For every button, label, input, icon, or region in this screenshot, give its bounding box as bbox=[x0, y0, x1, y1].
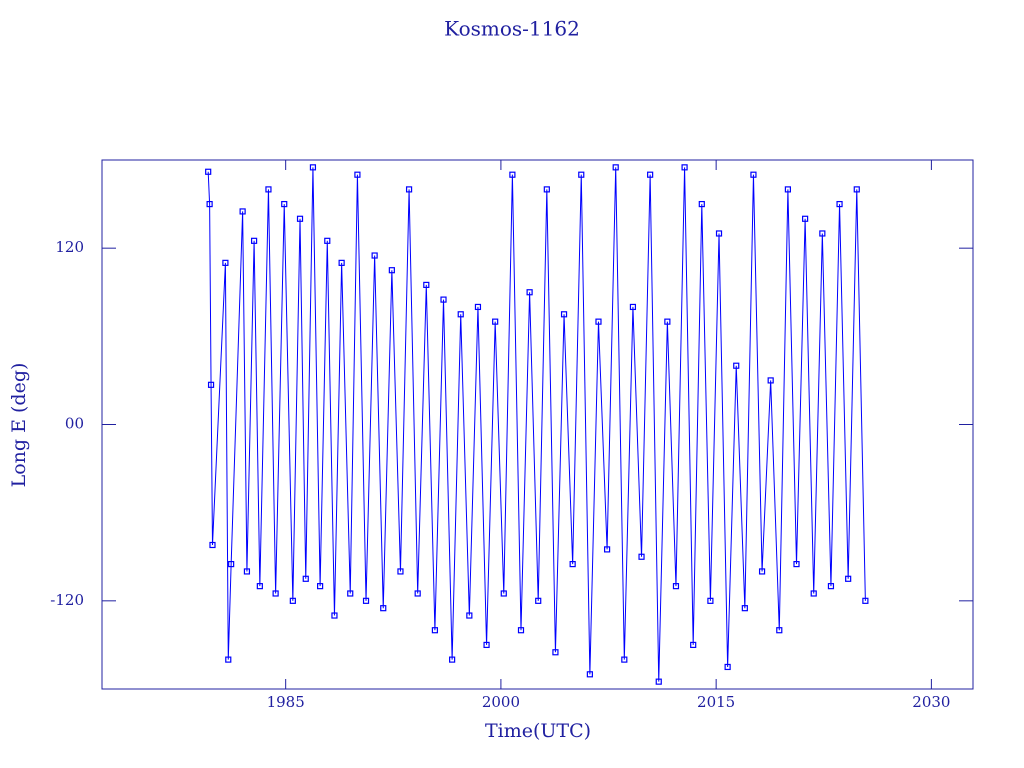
data-point bbox=[758, 568, 766, 575]
data-point bbox=[243, 568, 251, 575]
data-point bbox=[207, 381, 215, 388]
data-point bbox=[543, 186, 550, 193]
data-point bbox=[586, 671, 593, 678]
data-point bbox=[388, 267, 395, 274]
data-point bbox=[281, 200, 288, 208]
data-point bbox=[362, 597, 370, 604]
data-point bbox=[500, 590, 507, 597]
data-point bbox=[569, 560, 576, 568]
data-point bbox=[862, 597, 869, 604]
data-point bbox=[672, 583, 680, 590]
data-point bbox=[228, 560, 235, 568]
chart-title: Kosmos-1162 bbox=[444, 17, 580, 41]
data-point bbox=[397, 568, 404, 575]
data-point bbox=[423, 281, 430, 289]
data-point bbox=[655, 678, 662, 685]
data-point bbox=[810, 590, 817, 597]
y-axis-label: Long E (deg) bbox=[8, 363, 30, 488]
data-point bbox=[845, 575, 852, 582]
data-point bbox=[819, 230, 826, 237]
x-tick-label: 1985 bbox=[267, 693, 305, 711]
data-point bbox=[239, 208, 246, 215]
data-point bbox=[681, 164, 688, 171]
data-point bbox=[209, 541, 216, 549]
data-point bbox=[466, 612, 473, 619]
data-point bbox=[707, 597, 714, 604]
data-point bbox=[302, 575, 309, 582]
data-point bbox=[380, 605, 387, 612]
data-point bbox=[256, 583, 263, 590]
data-point bbox=[560, 311, 568, 318]
data-point bbox=[578, 171, 585, 178]
data-point bbox=[251, 237, 258, 244]
y-tick-label: 120 bbox=[55, 238, 84, 256]
data-point bbox=[414, 590, 421, 597]
data-point bbox=[440, 296, 447, 303]
data-point bbox=[289, 597, 296, 604]
data-point bbox=[509, 171, 516, 178]
data-point bbox=[535, 597, 542, 604]
x-tick-label: 2000 bbox=[482, 693, 520, 711]
data-point bbox=[621, 656, 628, 663]
data-point bbox=[449, 656, 456, 663]
data-point bbox=[324, 237, 331, 244]
data-point bbox=[776, 627, 783, 634]
data-point bbox=[767, 377, 774, 384]
data-point bbox=[853, 186, 860, 193]
data-point bbox=[483, 641, 490, 649]
data-point bbox=[784, 186, 791, 193]
data-point bbox=[474, 303, 482, 311]
data-point bbox=[638, 553, 645, 560]
data-point bbox=[603, 546, 611, 553]
data-point bbox=[793, 560, 800, 568]
data-point bbox=[317, 583, 324, 590]
data-point bbox=[265, 186, 272, 193]
data-point bbox=[272, 590, 279, 597]
data-point bbox=[552, 649, 559, 656]
data-point bbox=[347, 590, 354, 597]
data-line bbox=[207, 167, 866, 682]
data-point bbox=[664, 318, 671, 325]
data-point bbox=[225, 656, 232, 663]
data-point bbox=[457, 311, 464, 318]
x-tick-label: 2015 bbox=[697, 693, 735, 711]
data-point bbox=[206, 200, 213, 208]
data-point bbox=[802, 215, 809, 222]
data-point bbox=[715, 230, 723, 237]
plot-frame bbox=[101, 159, 974, 690]
data-point bbox=[733, 362, 740, 369]
data-point bbox=[526, 289, 533, 296]
data-point bbox=[222, 259, 229, 266]
data-point bbox=[492, 318, 499, 325]
data-point bbox=[724, 663, 731, 671]
data-point bbox=[338, 259, 345, 266]
data-point bbox=[205, 168, 212, 175]
data-point bbox=[629, 303, 637, 311]
data-point bbox=[827, 583, 835, 590]
data-point bbox=[296, 215, 304, 222]
data-point bbox=[750, 171, 757, 178]
data-point bbox=[647, 171, 654, 178]
data-point bbox=[331, 612, 338, 619]
data-point bbox=[405, 186, 413, 193]
y-tick-label: 00 bbox=[65, 415, 84, 433]
data-point bbox=[431, 627, 439, 634]
data-point bbox=[309, 164, 317, 171]
data-point bbox=[517, 627, 525, 634]
data-point bbox=[354, 171, 361, 178]
data-point bbox=[371, 252, 378, 259]
data-point bbox=[698, 200, 705, 208]
x-tick-label: 2030 bbox=[912, 693, 950, 711]
data-point bbox=[612, 164, 619, 171]
data-point bbox=[836, 200, 843, 208]
data-point bbox=[690, 641, 697, 649]
data-point bbox=[595, 318, 602, 325]
x-axis-label: Time(UTC) bbox=[485, 720, 591, 742]
data-point bbox=[741, 605, 748, 612]
y-tick-label: -120 bbox=[50, 591, 84, 609]
